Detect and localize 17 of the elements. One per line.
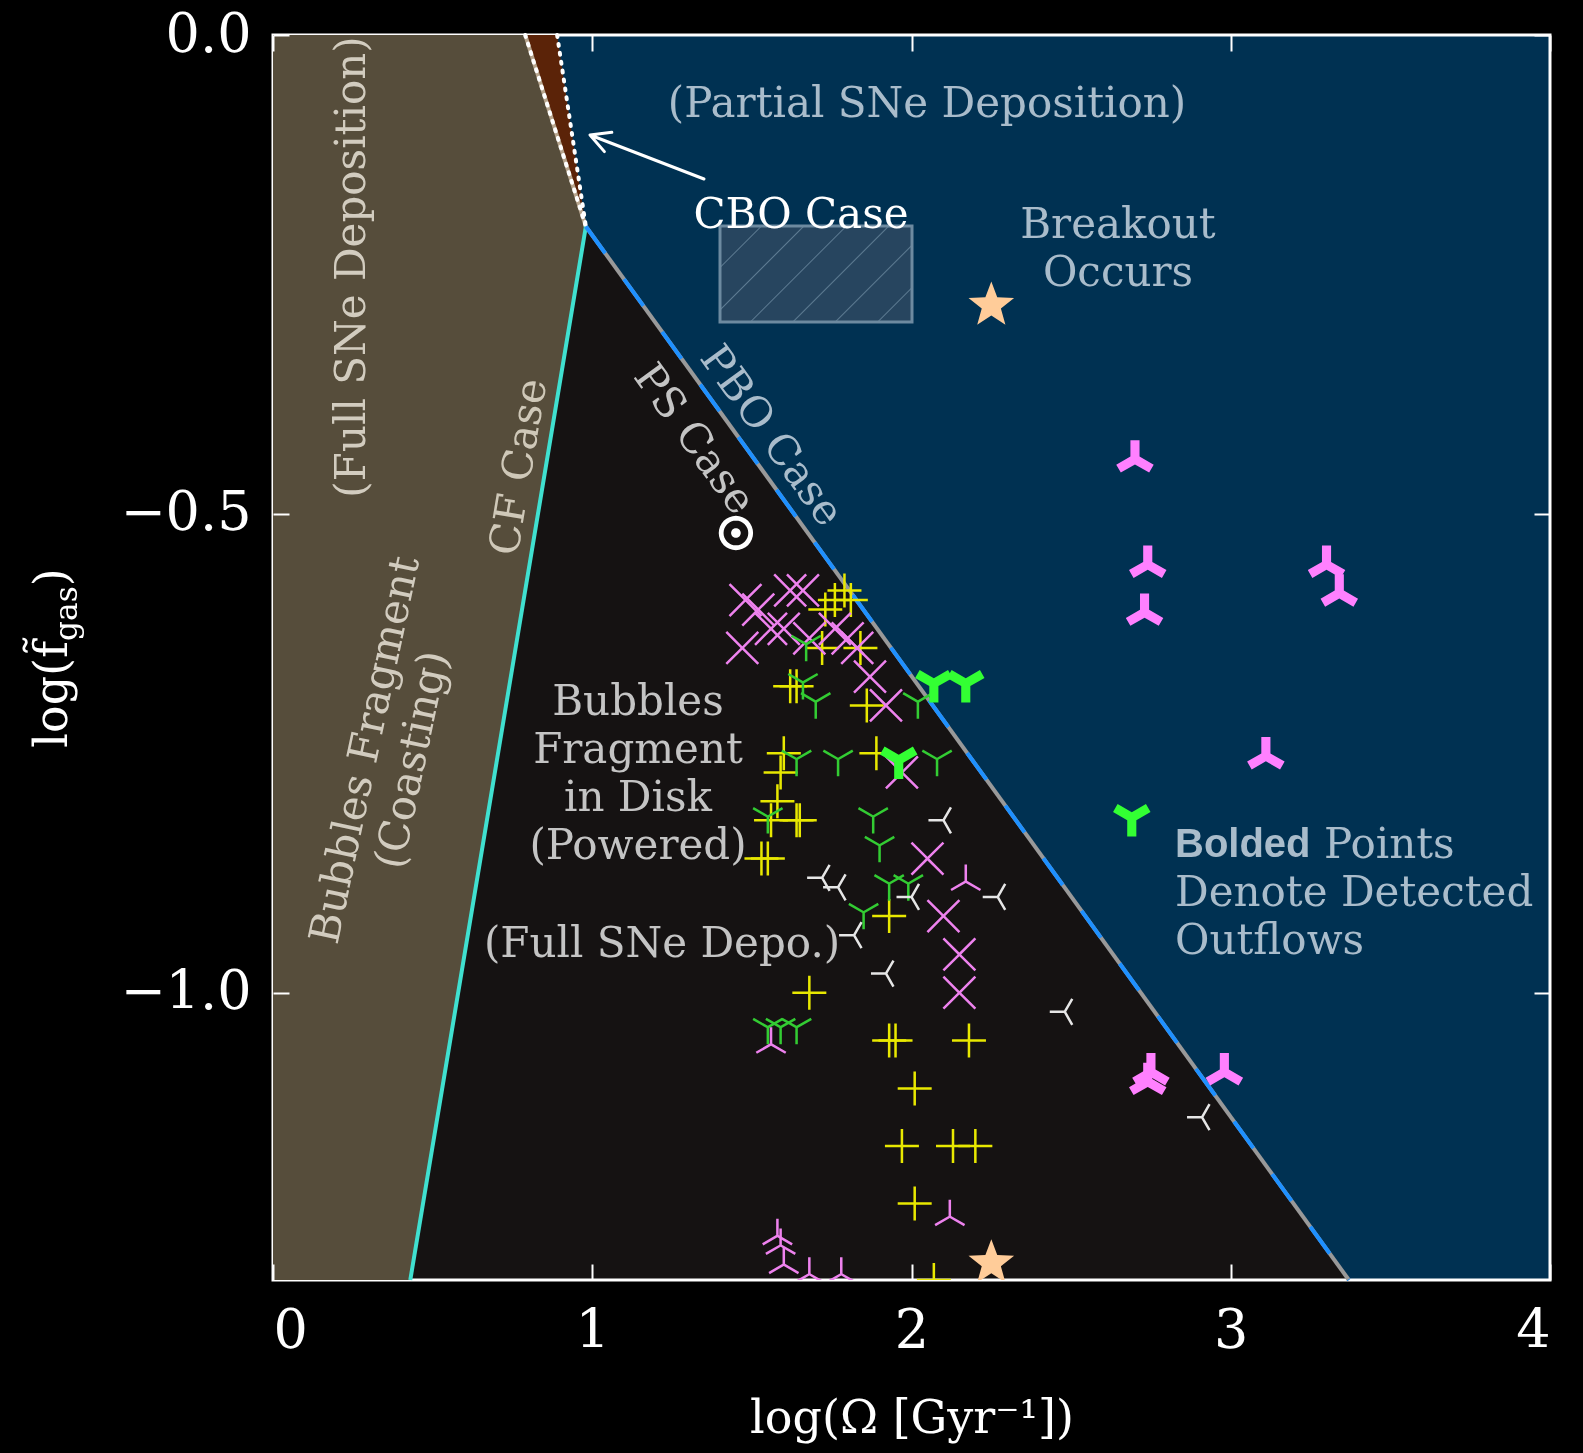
annotation: CBO Case xyxy=(693,189,909,238)
x-tick-label: 1 xyxy=(575,1297,610,1361)
annotation: (Full SNe Depo.) xyxy=(483,918,841,967)
y-tick-label: −1.0 xyxy=(120,959,252,1023)
x-tick-label: 4 xyxy=(1516,1297,1551,1361)
x-tick-label: 3 xyxy=(1214,1297,1249,1361)
annotation: Bolded Points Denote Detected Outflows xyxy=(1175,819,1534,964)
x-tick-label: 0 xyxy=(273,1297,308,1361)
y-tick-label: −0.5 xyxy=(120,480,252,544)
x-axis-title: log(Ω [Gyr⁻¹]) xyxy=(750,1389,1074,1444)
text: CF Case xyxy=(478,374,557,559)
annotation: (Partial SNe Deposition) xyxy=(667,78,1187,127)
annotation: Breakout Occurs xyxy=(1020,199,1216,296)
x-tick-label: 2 xyxy=(894,1297,930,1361)
annotation: Bubbles Fragment in Disk (Powered) xyxy=(529,676,747,869)
y-tick-label: 0.0 xyxy=(165,1,252,65)
annotation: (Full SNe Deposition) xyxy=(326,36,375,498)
